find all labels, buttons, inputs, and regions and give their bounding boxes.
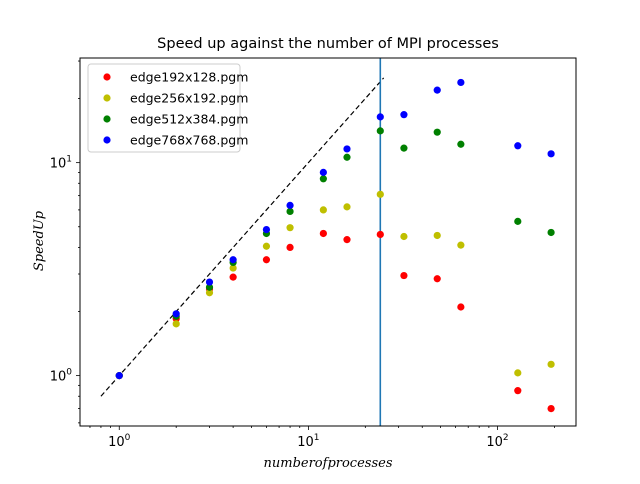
data-point [172,310,180,318]
data-point [400,232,408,241]
legend-marker [103,94,111,102]
data-point [319,175,327,183]
data-point [229,273,237,281]
data-point [319,168,327,176]
data-point [376,190,384,198]
data-point [286,224,294,232]
x-tick-label: 101 [297,433,319,450]
data-point [343,236,351,244]
ideal-speedup-line [100,77,385,397]
data-point [433,86,441,94]
data-point [376,230,384,239]
data-point [547,150,555,158]
data-point [457,303,465,311]
data-point [205,283,214,291]
data-point [547,360,555,368]
data-point [457,140,465,148]
legend: edge192x128.pgm edge256x192.pgm edge512x38… [87,63,248,153]
data-point [457,241,465,249]
data-point [433,231,441,240]
data-point [286,207,294,216]
data-point [205,278,214,286]
legend-box [87,63,241,153]
y-axis-label: SpeedUp [32,210,47,271]
legend-label: edge256x192.pgm [130,91,248,106]
data-point [400,144,408,152]
legend-label: edge768x768.pgm [130,133,248,148]
data-point [514,217,522,225]
axes-frame [79,57,577,427]
data-point [286,201,294,209]
data-point [172,320,180,328]
data-point [433,275,441,283]
data-point [400,111,408,119]
y-tick-label: 100 [50,368,73,385]
data-point [433,128,441,136]
legend-label: edge192x128.pgm [130,70,248,85]
legend-marker [103,115,111,123]
plot-area: 100 101 102 100 101 [50,57,577,450]
series-edge768x768-pgm [115,78,555,380]
data-point [262,256,271,264]
x-axis-label: numberofprocesses [264,456,393,471]
data-point [229,264,237,272]
x-tick-label: 100 [108,433,131,450]
data-point [286,243,294,251]
data-point [514,387,522,395]
data-point [376,127,384,135]
y-tick-label: 101 [50,155,72,172]
data-point [547,228,555,237]
data-point [262,242,271,250]
data-point [115,372,123,380]
ticks: 100 101 102 100 101 [50,60,555,450]
data-point [514,142,522,150]
data-point [319,206,327,214]
data-point [319,229,327,238]
series-edge512x384-pgm [115,127,555,380]
legend-marker [103,73,111,81]
data-point [514,369,522,377]
data-point [205,289,214,297]
legend-label: edge512x384.pgm [130,112,248,127]
data-point [343,203,351,211]
data-point [400,271,408,280]
chart-title: Speed up against the number of MPI proce… [157,36,499,52]
data-point [376,113,384,121]
data-point [547,405,555,413]
data-point [343,153,351,161]
x-tick-label: 102 [486,433,508,450]
series-edge256x192-pgm [115,190,555,380]
data-point [457,78,465,87]
legend-marker [103,136,111,144]
data-point [343,145,351,153]
data-point [229,256,237,264]
series-edge192x128-pgm [115,229,555,413]
data-point [262,225,271,234]
